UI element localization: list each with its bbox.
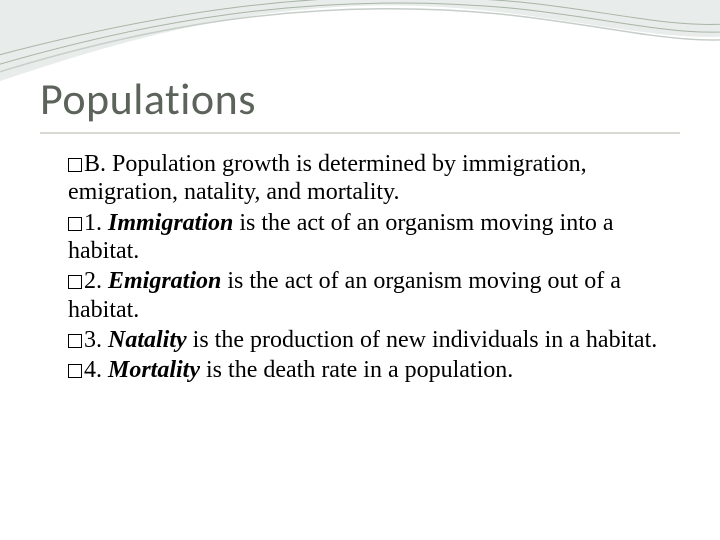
bullet-item: 3. Natality is the production of new ind… <box>40 326 680 354</box>
bullet-prefix: 4. <box>84 357 108 383</box>
slide: Populations B. Population growth is dete… <box>0 0 720 540</box>
bullet-term: Immigration <box>108 210 233 236</box>
bullet-item: B. Population growth is determined by im… <box>40 150 680 207</box>
bullet-item: 1. Immigration is the act of an organism… <box>40 209 680 266</box>
square-bullet-icon <box>68 334 82 348</box>
bullet-prefix: 3. <box>84 327 108 353</box>
square-bullet-icon <box>68 364 82 378</box>
slide-title: Populations <box>40 72 680 134</box>
square-bullet-icon <box>68 275 82 289</box>
square-bullet-icon <box>68 217 82 231</box>
bullet-text: is the death rate in a population. <box>200 357 513 383</box>
bullet-item: 4. Mortality is the death rate in a popu… <box>40 356 680 384</box>
bullet-text: is the production of new individuals in … <box>187 327 658 353</box>
bullet-term: Natality <box>108 327 187 353</box>
bullet-term: Emigration <box>108 268 221 294</box>
bullet-prefix: 1. <box>84 210 108 236</box>
bullet-text: Population growth is determined by immig… <box>68 151 587 205</box>
square-bullet-icon <box>68 158 82 172</box>
bullet-prefix: B. <box>84 151 112 177</box>
bullet-prefix: 2. <box>84 268 108 294</box>
bullet-item: 2. Emigration is the act of an organism … <box>40 267 680 324</box>
bullet-term: Mortality <box>108 357 200 383</box>
slide-body: B. Population growth is determined by im… <box>40 150 680 385</box>
